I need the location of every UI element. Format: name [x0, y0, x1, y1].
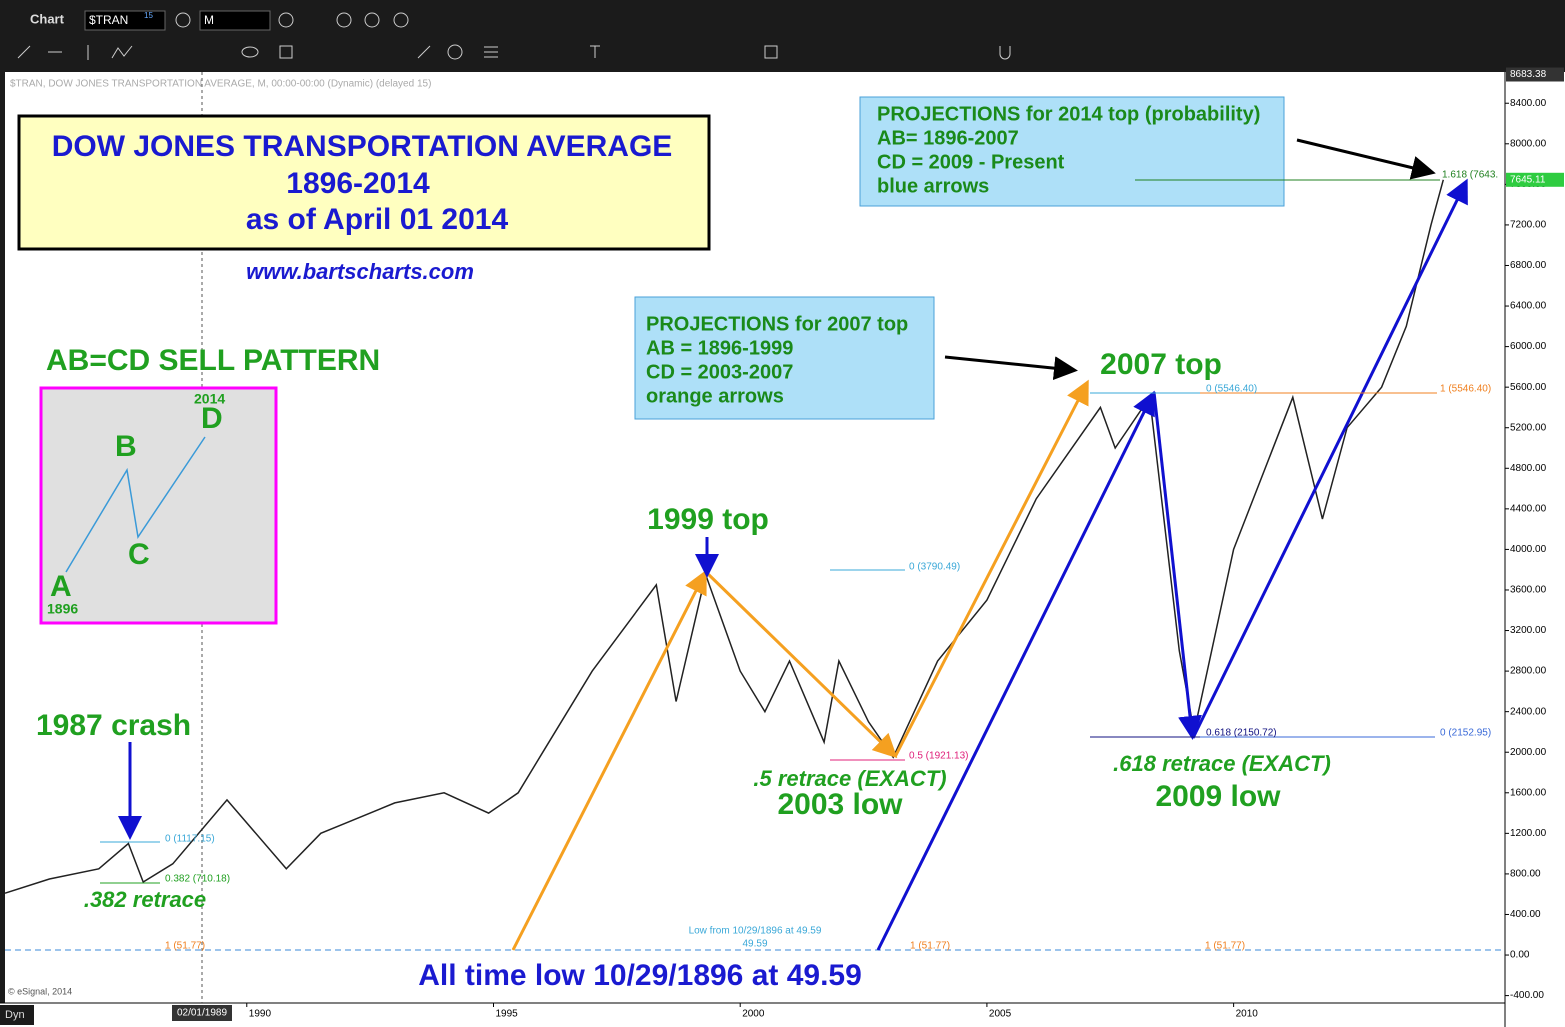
price-label-box: [1506, 67, 1564, 82]
y-tick-label: 0.00: [1510, 950, 1530, 961]
projection-text: blue arrows: [877, 175, 989, 197]
y-tick-label: 4000.00: [1510, 544, 1547, 555]
projection-text: orange arrows: [646, 385, 784, 407]
fib-label: 1.618 (7643.: [1442, 170, 1498, 181]
fib-label: 0 (3790.49): [909, 562, 960, 573]
annotation: All time low 10/29/1896 at 49.59: [418, 959, 862, 992]
y-tick-label: 5600.00: [1510, 382, 1547, 393]
y-tick-label: 2400.00: [1510, 706, 1547, 717]
pattern-point: D: [201, 402, 223, 435]
x-tick-label: 2010: [1236, 1009, 1259, 1020]
pattern-year: 2014: [194, 391, 225, 407]
y-tick-label: 400.00: [1510, 909, 1541, 920]
annotation: .618 retrace (EXACT): [1113, 751, 1331, 776]
y-tick-label: 5200.00: [1510, 422, 1547, 433]
website: www.bartscharts.com: [246, 259, 474, 284]
y-tick-label: 4400.00: [1510, 503, 1547, 514]
orange-arrows: [511, 379, 1089, 951]
chart-title: DOW JONES TRANSPORTATION AVERAGE: [52, 130, 673, 163]
y-tick-label: 800.00: [1510, 869, 1541, 880]
y-tick-label: 3200.00: [1510, 625, 1547, 636]
x-tick-label: 2005: [989, 1009, 1012, 1020]
fib-label: 1 (51.77): [910, 941, 950, 952]
chart-subtitle: $TRAN, DOW JONES TRANSPORTATION AVERAGE,…: [10, 79, 431, 90]
annotation: 1999 top: [647, 503, 769, 536]
annotation: 2003 low: [777, 788, 903, 821]
projection-text: CD = 2003-2007: [646, 361, 793, 383]
annotation: 2009 low: [1155, 780, 1281, 813]
y-tick-label: -400.00: [1510, 990, 1544, 1001]
fib-label: 1 (5546.40): [1440, 384, 1491, 395]
symbol[interactable]: $TRAN: [89, 13, 128, 27]
watermark: © eSignal, 2014: [8, 986, 72, 996]
chart-title: 1896-2014: [286, 167, 430, 200]
annotation: 2007 top: [1100, 348, 1222, 381]
x-axis-bg: [0, 1003, 1505, 1027]
projection-text: PROJECTIONS for 2007 top: [646, 313, 908, 335]
toolbar-icons[interactable]: [17, 12, 1011, 60]
pattern-year: 1896: [47, 601, 78, 617]
annotation: 1987 crash: [36, 709, 191, 742]
x-tick-label: 1995: [495, 1009, 518, 1020]
y-tick-label: 4800.00: [1510, 463, 1547, 474]
projection-text: PROJECTIONS for 2014 top (probability): [877, 103, 1260, 125]
fib-label: 1 (51.77): [165, 941, 205, 952]
y-tick-label: 6800.00: [1510, 260, 1547, 271]
y-tick-label: 3600.00: [1510, 585, 1547, 596]
y-tick-label: 1200.00: [1510, 828, 1547, 839]
pattern-point: A: [50, 570, 72, 603]
y-axis-bg: [1505, 72, 1565, 1027]
annotation: .382 retrace: [84, 887, 206, 912]
fib-label: 0.5 (1921.13): [909, 751, 969, 762]
y-tick-label: 7200.00: [1510, 220, 1547, 231]
y-tick-label: 1600.00: [1510, 787, 1547, 798]
fib-label: 0.382 (710.18): [165, 874, 230, 885]
y-tick-label: 2000.00: [1510, 747, 1547, 758]
mode[interactable]: Dyn: [5, 1009, 25, 1021]
projection-text: AB = 1896-1999: [646, 337, 793, 359]
projection-text: CD = 2009 - Present: [877, 151, 1065, 173]
projection-box: [859, 96, 1285, 207]
chart-title: as of April 01 2014: [246, 203, 509, 236]
price-label: 8683.38: [1510, 69, 1547, 80]
blue-arrows: [118, 178, 1468, 951]
y-tick-label: 8400.00: [1510, 98, 1547, 109]
title-box: [17, 114, 711, 251]
y-tick-label: 6400.00: [1510, 301, 1547, 312]
y-tick-label: 6000.00: [1510, 341, 1547, 352]
black-arrows: [944, 138, 1436, 381]
cursor-date: 02/01/1989: [177, 1008, 227, 1019]
mode-box[interactable]: [0, 1005, 34, 1025]
x-tick-label: 2000: [742, 1009, 765, 1020]
annotation: .5 retrace (EXACT): [753, 766, 946, 791]
pattern-title: AB=CD SELL PATTERN: [46, 344, 380, 377]
price-label-box: [1506, 172, 1564, 187]
pattern-point: C: [128, 538, 150, 571]
price-label: 7645.11: [1510, 174, 1546, 185]
projection-box: [634, 296, 935, 420]
fib-lines: [100, 179, 1440, 884]
interval[interactable]: M: [204, 13, 214, 27]
fib-label: 0.618 (2150.72): [1206, 728, 1277, 739]
fib-label: Low from 10/29/1896 at 49.59: [689, 926, 822, 937]
fib-label: 0 (5546.40): [1206, 384, 1257, 395]
price-line: [4, 179, 1445, 894]
projection-text: AB= 1896-2007: [877, 127, 1019, 149]
symbol-box[interactable]: [84, 10, 166, 31]
fib-label: 49.59: [742, 939, 767, 950]
fib-label: 0 (1117.15): [165, 834, 215, 845]
fib-label: 0 (2152.95): [1440, 728, 1491, 739]
pattern-point: B: [115, 430, 137, 463]
window-title: Chart: [30, 11, 65, 26]
interval-box[interactable]: [199, 10, 271, 31]
y-tick-label: 8000.00: [1510, 138, 1547, 149]
fib-label: 1 (51.77): [1205, 941, 1245, 952]
x-tick-label: 1990: [249, 1009, 272, 1020]
cursor-date-box: [172, 1005, 232, 1021]
pattern-line: [65, 436, 206, 573]
symbol-badge: 15: [144, 11, 153, 20]
y-tick-label: 2800.00: [1510, 666, 1547, 677]
